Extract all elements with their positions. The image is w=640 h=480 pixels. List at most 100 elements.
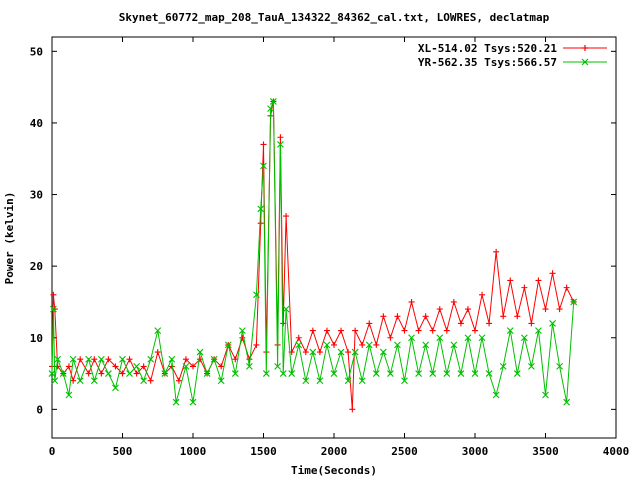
data-point	[549, 320, 556, 327]
data-point	[549, 270, 556, 277]
x-tick-label: 3000	[462, 445, 489, 458]
data-point	[478, 334, 486, 342]
x-axis: 0 500 1000 1500 2000 2500 3000 3500 4000	[49, 37, 630, 458]
data-point	[172, 398, 180, 406]
data-point	[246, 356, 253, 363]
y-tick-label: 40	[30, 117, 43, 130]
data-point	[436, 306, 443, 313]
data-point	[302, 349, 309, 356]
legend-label-yr: YR-562.35 Tsys:566.57	[418, 56, 557, 69]
data-point	[351, 348, 359, 356]
data-point	[70, 377, 77, 384]
data-point	[282, 305, 290, 313]
data-point	[182, 363, 190, 370]
data-point	[471, 370, 479, 377]
data-point	[556, 363, 563, 370]
data-point	[500, 313, 507, 320]
data-point	[492, 391, 500, 399]
data-point	[436, 334, 444, 342]
data-point	[408, 298, 415, 305]
data-point	[415, 370, 422, 377]
x-tick-label: 2000	[321, 445, 348, 458]
data-point	[450, 341, 458, 349]
data-point	[373, 341, 380, 348]
x-tick-label: 1000	[180, 445, 207, 458]
x-axis-label: Time(Seconds)	[291, 464, 377, 477]
data-point	[401, 377, 408, 385]
data-point	[387, 334, 394, 341]
data-point	[366, 320, 373, 327]
data-point	[51, 377, 59, 385]
data-point	[486, 320, 493, 327]
data-point	[542, 391, 549, 399]
data-point	[450, 298, 457, 305]
data-point	[422, 341, 430, 349]
data-point	[239, 334, 246, 341]
data-point	[257, 205, 265, 213]
legend-label-xl: XL-514.02 Tsys:520.21	[418, 42, 557, 55]
data-point	[457, 370, 465, 377]
data-point	[90, 377, 98, 385]
x-tick-label: 0	[49, 445, 56, 458]
data-point	[48, 370, 56, 377]
data-point	[277, 134, 284, 141]
data-point	[331, 341, 337, 348]
legend-marker-yr	[581, 58, 589, 66]
data-point	[338, 327, 345, 334]
data-point	[556, 306, 563, 313]
series-layer	[48, 98, 578, 413]
data-point	[429, 327, 436, 334]
data-point	[563, 284, 570, 291]
series-line	[51, 101, 575, 410]
data-point	[316, 349, 323, 356]
x-tick-label: 3500	[532, 445, 559, 458]
data-point	[323, 327, 330, 334]
data-point	[443, 370, 451, 377]
data-point	[443, 327, 450, 334]
data-point	[257, 220, 264, 227]
data-point	[182, 356, 189, 363]
data-point	[499, 363, 507, 370]
data-point	[521, 284, 528, 291]
data-point	[231, 370, 239, 377]
data-point	[464, 306, 471, 313]
data-point	[429, 370, 437, 377]
y-tick-label: 50	[30, 45, 43, 58]
data-point	[528, 320, 535, 327]
data-point	[238, 327, 246, 334]
series-0	[49, 98, 577, 413]
data-point	[316, 377, 324, 385]
data-point	[408, 334, 415, 342]
data-point	[112, 363, 119, 370]
data-point	[85, 370, 92, 377]
data-point	[91, 356, 98, 363]
y-tick-label: 20	[30, 260, 43, 273]
data-point	[65, 363, 72, 370]
data-point	[246, 363, 253, 370]
data-point	[190, 363, 196, 370]
data-point	[262, 370, 270, 377]
data-point	[513, 370, 521, 377]
y-tick-label: 30	[30, 189, 43, 202]
x-tick-label: 4000	[603, 445, 630, 458]
data-point	[535, 327, 542, 334]
data-point	[279, 370, 287, 377]
data-point	[295, 334, 302, 341]
data-point	[493, 248, 500, 255]
data-point	[133, 363, 140, 370]
data-point	[372, 370, 380, 377]
data-point	[274, 363, 281, 370]
data-point	[119, 355, 126, 363]
data-point	[147, 377, 154, 384]
data-point	[349, 406, 356, 413]
data-point	[485, 370, 493, 377]
data-point	[570, 298, 578, 306]
data-point	[520, 334, 528, 342]
data-point	[365, 341, 373, 349]
x-tick-label: 1500	[250, 445, 277, 458]
data-point	[283, 213, 290, 220]
data-point	[309, 327, 316, 334]
data-point	[380, 313, 387, 320]
legend-marker-xl	[582, 45, 588, 51]
